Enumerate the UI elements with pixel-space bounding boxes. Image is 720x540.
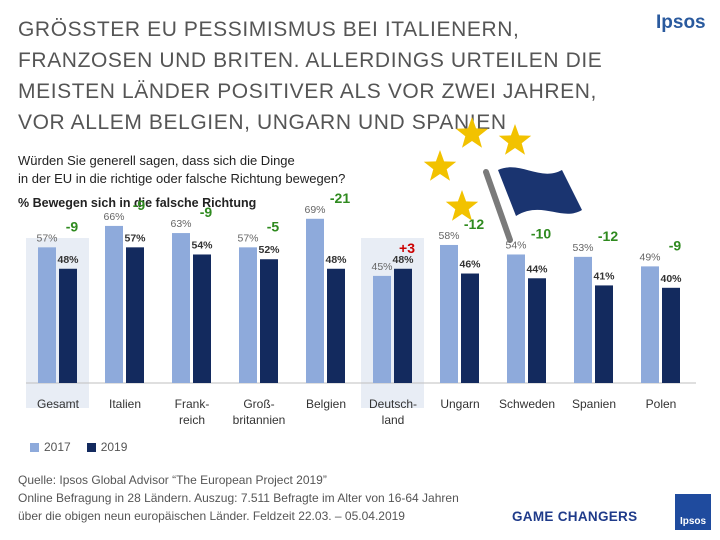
flagpole bbox=[483, 169, 513, 243]
legend-item-2019: 2019 bbox=[86, 440, 128, 454]
legend-swatch-2017 bbox=[30, 442, 39, 452]
bar-2019 bbox=[662, 287, 680, 383]
source-line-2: Online Befragung in 28 Ländern. Auszug: … bbox=[18, 491, 459, 505]
category-label: reich bbox=[179, 413, 205, 427]
data-label-2019: 40% bbox=[660, 273, 682, 285]
category-label: Ungarn bbox=[440, 397, 479, 411]
data-label-2017: 45% bbox=[371, 261, 392, 273]
bar-2019 bbox=[528, 278, 546, 383]
data-label-2017: 66% bbox=[103, 211, 124, 223]
category-label: Deutsch- bbox=[369, 397, 417, 411]
data-label-2017: 57% bbox=[36, 232, 57, 244]
category-label: Schweden bbox=[499, 397, 555, 411]
bar-2017 bbox=[172, 233, 190, 383]
bar-2019 bbox=[461, 273, 479, 383]
change-label: -9 bbox=[133, 197, 146, 213]
ipsos-logo-badge: Ipsos bbox=[675, 494, 711, 530]
flag bbox=[498, 167, 582, 216]
bar-2019 bbox=[126, 247, 144, 383]
data-label-2017: 57% bbox=[237, 232, 258, 244]
data-label-2019: 48% bbox=[57, 254, 79, 266]
bar-2017 bbox=[574, 256, 592, 383]
data-label-2017: 69% bbox=[304, 204, 325, 216]
brand-logo: Ipsos bbox=[656, 12, 706, 33]
highlight-band bbox=[361, 238, 424, 408]
bar-2017 bbox=[105, 225, 123, 383]
source-line-1: Quelle: Ipsos Global Advisor “The Europe… bbox=[18, 473, 327, 487]
source-line-3: über die obigen neun europäischen Länder… bbox=[18, 509, 405, 523]
data-label-2017: 58% bbox=[438, 230, 459, 242]
bar-2019 bbox=[59, 268, 77, 383]
data-label-2017: 53% bbox=[572, 242, 593, 254]
legend-label-2019: 2019 bbox=[100, 440, 128, 454]
change-label: -12 bbox=[464, 216, 484, 232]
legend-swatch-2019 bbox=[86, 442, 96, 452]
data-label-2019: 54% bbox=[191, 239, 213, 251]
star-icon bbox=[455, 117, 489, 148]
change-label: -21 bbox=[330, 190, 350, 206]
change-label: -12 bbox=[598, 228, 618, 244]
survey-question: Würden Sie generell sagen, dass sich die… bbox=[18, 152, 418, 188]
category-label: land bbox=[382, 413, 405, 427]
legend-label-2017: 2017 bbox=[44, 440, 71, 454]
change-label: -9 bbox=[66, 218, 79, 234]
bar-2017 bbox=[641, 266, 659, 383]
chart-legend: 2017 2019 bbox=[30, 440, 127, 454]
game-changers-tagline: GAME CHANGERS bbox=[512, 509, 638, 524]
highlight-band bbox=[26, 238, 89, 408]
category-label: Groß- bbox=[243, 397, 274, 411]
category-label: Polen bbox=[646, 397, 677, 411]
change-label: +3 bbox=[399, 240, 415, 256]
question-line-2: in der EU in die richtige oder falsche R… bbox=[18, 171, 346, 186]
bar-2017 bbox=[239, 247, 257, 383]
bar-2017 bbox=[440, 244, 458, 383]
bar-2019 bbox=[394, 268, 412, 383]
source-note: Quelle: Ipsos Global Advisor “The Europe… bbox=[18, 471, 459, 525]
category-label: Spanien bbox=[572, 397, 616, 411]
data-label-2019: 52% bbox=[258, 244, 280, 256]
data-label-2017: 49% bbox=[639, 251, 660, 263]
chart-title: % Bewegen sich in die falsche Richtung bbox=[18, 196, 257, 210]
data-label-2019: 48% bbox=[325, 254, 347, 266]
data-label-2019: 46% bbox=[459, 259, 481, 271]
bar-2017 bbox=[373, 275, 391, 383]
bar-2017 bbox=[306, 218, 324, 383]
data-label-2017: 63% bbox=[170, 218, 191, 230]
star-icon bbox=[498, 124, 532, 155]
bar-2019 bbox=[595, 285, 613, 383]
change-label: -9 bbox=[669, 237, 682, 253]
page-title: GRÖSSTER EU PESSIMISMUS BEI ITALIENERN, … bbox=[18, 18, 603, 134]
bar-2017 bbox=[38, 247, 56, 383]
data-label-2017: 54% bbox=[505, 239, 526, 251]
bar-2019 bbox=[260, 259, 278, 383]
star-icon bbox=[423, 150, 457, 181]
category-label: Italien bbox=[109, 397, 141, 411]
bar-2019 bbox=[327, 268, 345, 383]
eu-flag-icon bbox=[423, 117, 582, 243]
bar-2017 bbox=[507, 254, 525, 383]
category-label: Frank- bbox=[175, 397, 210, 411]
change-label: -5 bbox=[267, 218, 280, 234]
category-label: Belgien bbox=[306, 397, 346, 411]
bar-2019 bbox=[193, 254, 211, 383]
question-line-1: Würden Sie generell sagen, dass sich die… bbox=[18, 153, 295, 168]
change-label: -10 bbox=[531, 225, 551, 241]
data-label-2019: 44% bbox=[526, 263, 548, 275]
category-label: Gesamt bbox=[37, 397, 80, 411]
star-icon bbox=[445, 190, 479, 221]
data-label-2019: 48% bbox=[392, 254, 414, 266]
legend-item-2017: 2017 bbox=[30, 440, 71, 454]
category-label: britannien bbox=[233, 413, 286, 427]
data-label-2019: 57% bbox=[124, 232, 146, 244]
data-label-2019: 41% bbox=[593, 270, 615, 282]
change-label: -9 bbox=[200, 204, 213, 220]
